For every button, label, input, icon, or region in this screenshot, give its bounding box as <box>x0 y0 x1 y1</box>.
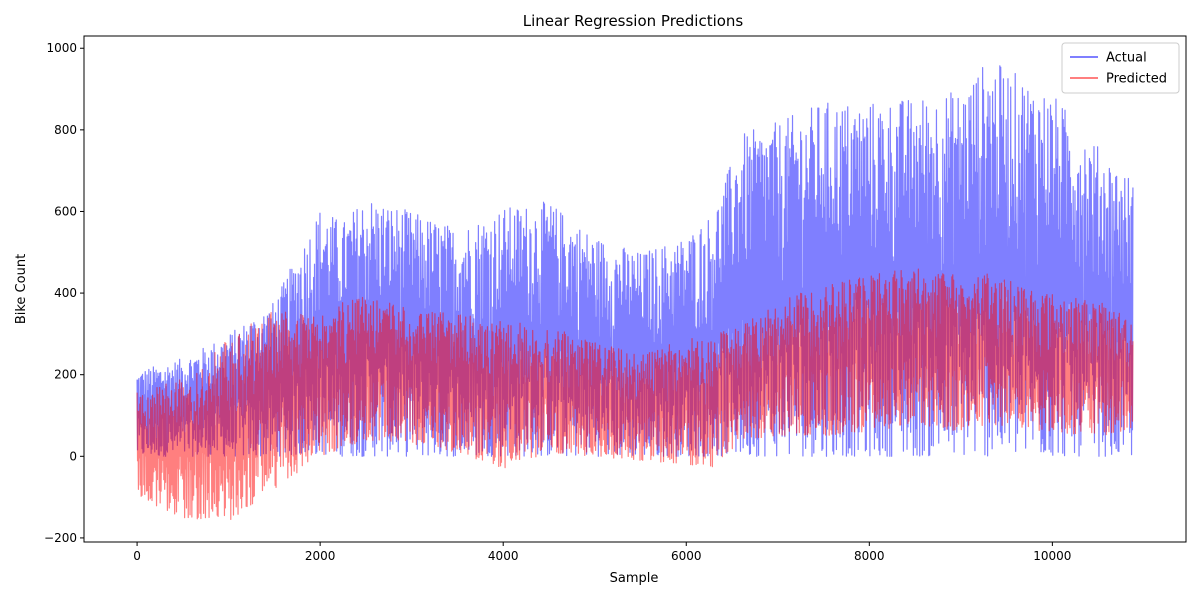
series-line-predicted <box>136 268 1134 521</box>
legend-label-predicted: Predicted <box>1106 72 1167 87</box>
x-tick-label: 0 <box>133 549 141 563</box>
y-tick-label: 200 <box>54 368 77 382</box>
y-tick-label: 400 <box>54 286 77 300</box>
x-tick-label: 10000 <box>1033 549 1071 563</box>
legend: Actual Predicted <box>1061 42 1180 94</box>
y-axis: −200 0 200 400 600 800 1000 <box>44 41 84 545</box>
y-tick-label: 0 <box>69 449 77 463</box>
y-tick-label: −200 <box>44 531 77 545</box>
x-axis-title: Sample <box>610 571 659 586</box>
x-axis: 0 2000 4000 6000 8000 10000 <box>133 542 1071 563</box>
y-tick-label: 800 <box>54 123 77 137</box>
y-tick-label: 1000 <box>46 41 77 55</box>
plot-frame <box>83 35 1187 543</box>
x-tick-label: 8000 <box>854 549 885 563</box>
x-tick-label: 4000 <box>488 549 519 563</box>
x-tick-label: 2000 <box>305 549 336 563</box>
y-axis-title: Bike Count <box>14 254 29 324</box>
x-tick-label: 6000 <box>671 549 702 563</box>
series-layer <box>136 65 1134 521</box>
legend-label-actual: Actual <box>1106 51 1147 66</box>
y-tick-label: 600 <box>54 204 77 218</box>
chart-title: Linear Regression Predictions <box>523 12 744 30</box>
legend-box <box>1061 42 1180 94</box>
